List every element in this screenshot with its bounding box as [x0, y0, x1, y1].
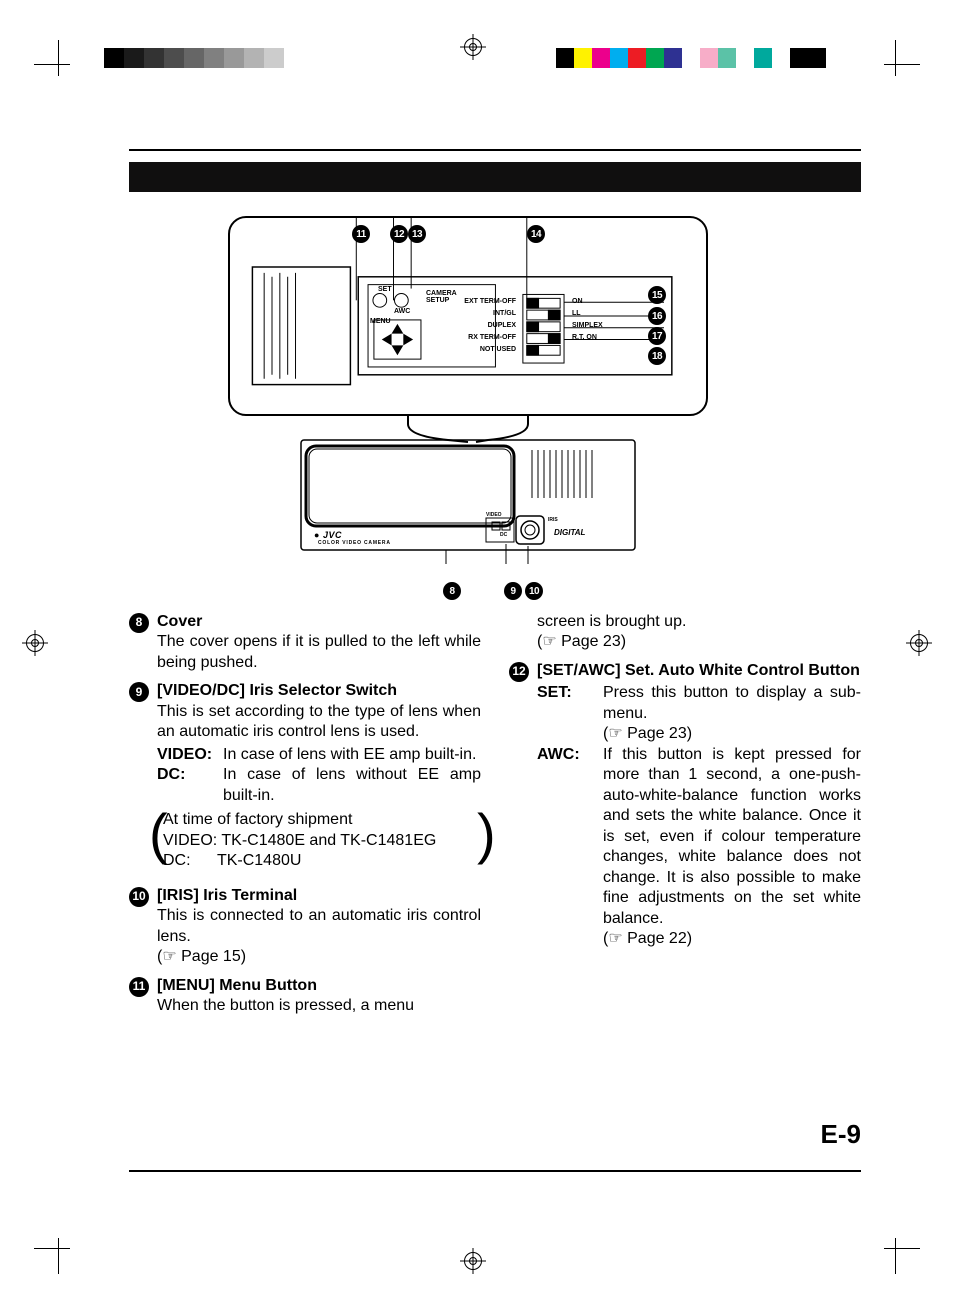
def-val: If this button is kept pressed for more …	[603, 745, 861, 929]
callout-10: 10	[525, 582, 543, 600]
desc-item-12: 12 [SET/AWC] Set. Auto White Control Butt…	[509, 661, 861, 950]
item-text: This is set according to the type of len…	[157, 702, 481, 743]
printer-marks-top	[0, 18, 954, 70]
def-row: DC:In case of lens without EE amp built-…	[157, 765, 481, 806]
callout-12: 12	[390, 225, 408, 243]
def-key: AWC:	[537, 745, 599, 929]
grayscale-bar	[104, 48, 284, 68]
item-body: CoverThe cover opens if it is pulled to …	[157, 612, 481, 673]
desc-item-8: 8 CoverThe cover opens if it is pulled to…	[129, 612, 481, 673]
rule-bottom	[129, 1170, 861, 1172]
page-ref: (☞ Page 15)	[157, 947, 481, 967]
def-key: DC:	[157, 765, 219, 806]
brand-label: ● JVC	[314, 530, 342, 540]
desc-item-11: 11 [MENU] Menu ButtonWhen the button is p…	[129, 976, 481, 1017]
switch-label: INT/GL	[426, 310, 516, 317]
callout-14: 14	[527, 225, 545, 243]
registration-target-icon	[906, 630, 932, 656]
diagram-setup-panel: SET AWC MENU CAMERA SETUP EXT TERM-OFFON…	[228, 216, 708, 456]
column-right: screen is brought up.(☞ Page 23)12[SET/A…	[509, 612, 861, 1024]
registration-target-icon	[460, 34, 486, 60]
item-title: [SET/AWC] Set. Auto White Control Button	[537, 661, 861, 681]
def-val: In case of lens with EE amp built-in.	[223, 745, 481, 765]
callout-9: 9	[504, 582, 522, 600]
item-text: screen is brought up.	[537, 612, 861, 632]
page-ref: (☞ Page 23)	[603, 724, 861, 744]
switch-label: SIMPLEX	[572, 322, 603, 329]
factory-note: (At time of factory shipmentVIDEO: TK-C1…	[155, 810, 481, 871]
item-number: 8	[129, 613, 149, 633]
callout-13: 13	[408, 225, 426, 243]
body-columns: 8 CoverThe cover opens if it is pulled to…	[129, 612, 861, 1024]
diagram-camera-body: ● JVC COLOR VIDEO CAMERA VIDEO DC IRIS D…	[300, 434, 636, 564]
rear-label: DC	[500, 532, 507, 538]
panel-label: SET	[378, 286, 392, 293]
rear-label: IRIS	[548, 517, 558, 523]
def-row: SET:Press this button to display a sub-m…	[537, 683, 861, 724]
desc-item-10: 10 [IRIS] Iris TerminalThis is connected …	[129, 886, 481, 968]
switch-label: LL	[572, 310, 581, 317]
brand-sublabel: COLOR VIDEO CAMERA	[318, 540, 391, 546]
panel-label: AWC	[394, 308, 410, 315]
rear-label: VIDEO	[486, 512, 502, 518]
def-key: SET:	[537, 683, 599, 724]
item-number: 9	[129, 682, 149, 702]
def-key: VIDEO:	[157, 745, 219, 765]
item-text: The cover opens if it is pulled to the l…	[157, 632, 481, 673]
panel-label: MENU	[370, 318, 391, 325]
page-ref: (☞ Page 23)	[537, 632, 861, 652]
item-body: [MENU] Menu ButtonWhen the button is pre…	[157, 976, 481, 1017]
registration-target-icon	[22, 630, 48, 656]
desc-item-cont: screen is brought up.(☞ Page 23)	[509, 612, 861, 653]
page-number: E-9	[821, 1119, 861, 1150]
page-ref: (☞ Page 22)	[603, 929, 861, 949]
item-title: Cover	[157, 612, 481, 632]
column-left: 8 CoverThe cover opens if it is pulled to…	[129, 612, 481, 1024]
switch-label: RX TERM-OFF	[426, 334, 516, 341]
callout-11: 11	[352, 225, 370, 243]
switch-label: ON	[572, 298, 583, 305]
switch-label: DUPLEX	[426, 322, 516, 329]
switch-label: NOT USED	[426, 346, 516, 353]
item-number: 12	[509, 662, 529, 682]
callout-16: 16	[648, 307, 666, 325]
switch-label: EXT TERM-OFF	[426, 298, 516, 305]
item-text: When the button is pressed, a menu	[157, 996, 481, 1016]
def-val: Press this button to display a sub-menu.	[603, 683, 861, 724]
item-body: [VIDEO/DC] Iris Selector SwitchThis is s…	[157, 681, 481, 877]
callout-15: 15	[648, 286, 666, 304]
callout-17: 17	[648, 327, 666, 345]
item-number: 11	[129, 977, 149, 997]
item-body: [SET/AWC] Set. Auto White Control Button…	[537, 661, 861, 950]
callout-8: 8	[443, 582, 461, 600]
item-text: This is connected to an automatic iris c…	[157, 906, 481, 947]
def-val: In case of lens without EE amp built-in.	[223, 765, 481, 806]
rule-top	[129, 149, 861, 151]
item-title: [IRIS] Iris Terminal	[157, 886, 481, 906]
desc-item-9: 9 [VIDEO/DC] Iris Selector SwitchThis is …	[129, 681, 481, 877]
section-header-bar	[129, 162, 861, 192]
registration-target-icon	[460, 1248, 486, 1274]
item-body: [IRIS] Iris TerminalThis is connected to…	[157, 886, 481, 968]
def-row: VIDEO:In case of lens with EE amp built-…	[157, 745, 481, 765]
item-title: [MENU] Menu Button	[157, 976, 481, 996]
callout-18: 18	[648, 347, 666, 365]
def-row: AWC:If this button is kept pressed for m…	[537, 745, 861, 929]
color-bar	[556, 48, 826, 68]
item-title: [VIDEO/DC] Iris Selector Switch	[157, 681, 481, 701]
switch-label: R.T. ON	[572, 334, 597, 341]
item-number: 10	[129, 887, 149, 907]
page: SET AWC MENU CAMERA SETUP EXT TERM-OFFON…	[0, 0, 954, 1295]
rear-label: DIGITAL	[554, 528, 585, 537]
